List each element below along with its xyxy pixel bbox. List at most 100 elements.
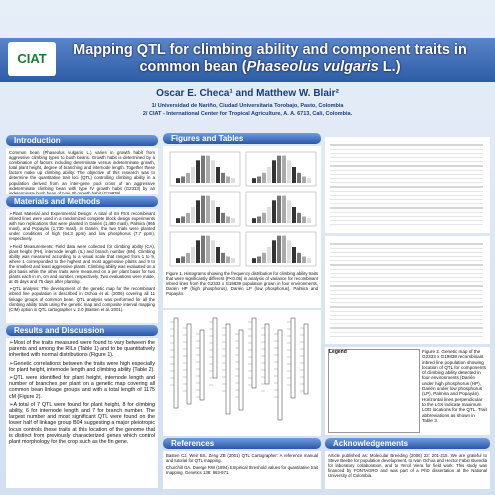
decoration: [231, 258, 235, 263]
section-heading: Introduction: [6, 135, 158, 146]
decoration: [221, 212, 225, 223]
decoration: [262, 252, 266, 263]
decoration: [245, 231, 317, 267]
decoration: [267, 207, 271, 223]
text-box: ➢Plant Material and Experimental Design:…: [6, 209, 158, 323]
decoration: [176, 218, 180, 223]
decoration: [245, 151, 317, 187]
decoration: [267, 247, 271, 263]
decoration: [292, 207, 296, 223]
decoration: [264, 323, 270, 385]
decoration: [169, 151, 241, 187]
decoration: [257, 176, 261, 183]
decoration: [226, 216, 230, 223]
decoration: [199, 329, 205, 401]
paragraph: Basten CJ, Weir BS, Zeng ZB (2001) QTL C…: [166, 453, 318, 464]
decoration: [206, 155, 210, 183]
decoration: [191, 207, 195, 223]
decoration: [216, 247, 220, 263]
decoration: [196, 240, 200, 263]
decoration: [302, 256, 306, 263]
caption: Figure 2. Genetic map of the G2333 x G19…: [422, 349, 487, 423]
decoration: [292, 247, 296, 263]
decoration: [282, 155, 286, 183]
decoration: [272, 200, 276, 223]
paragraph: ➢QTL analysis: The development of the ge…: [9, 286, 155, 312]
affiliation: 1/ Universidad de Nariño, Ciudad Univers…: [151, 103, 344, 109]
decoration: [257, 216, 261, 223]
decoration: [238, 329, 244, 411]
decoration: [307, 178, 311, 183]
authors: Oscar E. Checa¹ and Matthew W. Blair²: [156, 88, 339, 99]
text-box: Article published as: Molecular Breeding…: [325, 451, 490, 489]
table-box: [325, 236, 490, 344]
decoration: [186, 323, 192, 405]
decoration: [302, 216, 306, 223]
decoration: [262, 172, 266, 183]
text-box: Common bean (Phaseolus vulgaris L.) vari…: [6, 148, 158, 194]
text-box: Basten CJ, Weir BS, Zeng ZB (2001) QTL C…: [163, 451, 321, 489]
title-species: Phaseolus vulgaris: [246, 59, 379, 75]
section-heading: Figures and Tables: [163, 133, 321, 144]
decoration: [211, 160, 215, 183]
decoration: [287, 200, 291, 223]
figure-box: Figure 1. Histograms showing the frequen…: [163, 146, 321, 308]
section-heading: Acknowledgements: [325, 438, 490, 449]
decoration: [181, 176, 185, 183]
decoration: [225, 323, 231, 415]
paragraph: ➢A total of 7 QTL were found for plant h…: [9, 401, 155, 446]
figure-box: [163, 310, 321, 436]
paragraph: ➢Plant Material and Experimental Design:…: [9, 211, 155, 242]
decoration: [196, 160, 200, 183]
decoration: [231, 178, 235, 183]
decoration: [211, 240, 215, 263]
decoration: [252, 258, 256, 263]
decoration: [251, 317, 257, 389]
paragraph: Common bean (Phaseolus vulgaris L.) vari…: [9, 150, 155, 194]
decoration: [282, 235, 286, 263]
decoration: [173, 317, 179, 409]
table-box: [325, 137, 490, 233]
decoration: [302, 176, 306, 183]
decoration: [211, 200, 215, 223]
decoration: [212, 317, 218, 379]
decoration: [277, 155, 281, 183]
decoration: [231, 218, 235, 223]
decoration: [176, 258, 180, 263]
decoration: [292, 167, 296, 183]
tables: [330, 144, 483, 226]
affiliation: 2/ CIAT - International Center for Tropi…: [142, 111, 353, 117]
decoration: [181, 256, 185, 263]
decoration: [181, 216, 185, 223]
genetic-map: [170, 317, 309, 421]
decoration: [287, 160, 291, 183]
paragraph: ➢Genetic correlations between the traits…: [9, 360, 155, 373]
decoration: [267, 167, 271, 183]
decoration: [201, 195, 205, 223]
decoration: [272, 240, 276, 263]
decoration: [277, 235, 281, 263]
decoration: [201, 155, 205, 183]
decoration: [216, 207, 220, 223]
decoration: [252, 218, 256, 223]
decoration: [277, 329, 283, 421]
decoration: [245, 191, 317, 227]
histograms: [169, 151, 317, 267]
figure-box: Legend Figure 2. Genetic map of the G233…: [325, 347, 490, 435]
decoration: [206, 235, 210, 263]
section-heading: References: [163, 438, 321, 449]
decoration: [277, 195, 281, 223]
decoration: [257, 256, 261, 263]
decoration: [221, 172, 225, 183]
decoration: [226, 176, 230, 183]
section-heading: Results and Discussion: [6, 325, 158, 336]
decoration: [221, 252, 225, 263]
decoration: [196, 200, 200, 223]
decoration: [303, 323, 309, 395]
decoration: [252, 178, 256, 183]
paragraph: ➢Most of the traits measured were found …: [9, 340, 155, 359]
decoration: [297, 172, 301, 183]
title-text: Mapping QTL for climbing ability and com…: [73, 42, 467, 75]
decoration: [186, 172, 190, 183]
paragraph: ➢Field Measurements: Field data were col…: [9, 243, 155, 285]
